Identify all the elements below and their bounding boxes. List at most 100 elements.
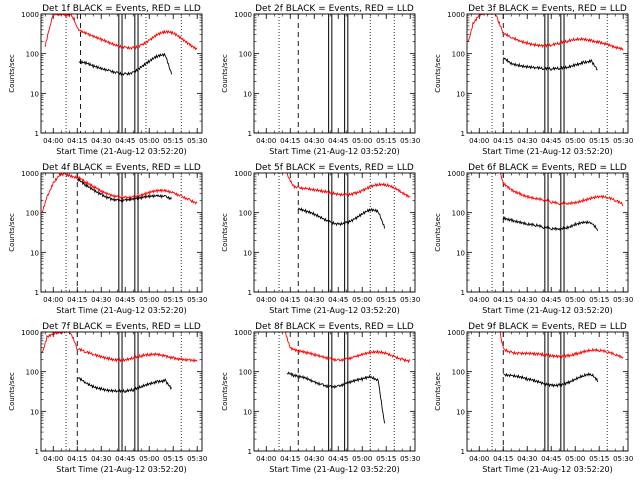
x-tick-label: 04:30 [517, 296, 537, 304]
y-tick-label: 10 [243, 90, 252, 98]
y-tick-label: 1000 [447, 170, 465, 178]
x-tick-label: 05:00 [352, 137, 372, 145]
plot-frame [253, 331, 416, 452]
x-tick-label: 05:30 [400, 296, 420, 304]
x-tick-label: 05:15 [589, 455, 609, 463]
panel-title: Det 7f BLACK = Events, RED = LLD [42, 322, 201, 332]
panel-det-2: Det 2f BLACK = Events, RED = LLD Start Ti… [221, 4, 420, 156]
x-tick-label: 04:15 [67, 296, 87, 304]
x-tick-label: 04:30 [304, 296, 324, 304]
y-tick-label: 10 [456, 249, 465, 257]
x-axis-label: Start Time (21-Aug-12 03:52:20) [269, 147, 400, 156]
x-tick-label: 05:30 [613, 296, 633, 304]
y-tick-label: 10 [30, 408, 39, 416]
y-tick-label: 1 [248, 448, 252, 456]
lld-series-line [499, 173, 624, 207]
x-tick-label: 04:30 [304, 137, 324, 145]
y-tick-label: 10 [456, 90, 465, 98]
x-tick-label: 04:15 [493, 455, 513, 463]
y-tick-label: 1 [35, 130, 39, 138]
x-tick-label: 04:30 [517, 137, 537, 145]
x-tick-label: 04:00 [469, 296, 489, 304]
x-tick-label: 05:15 [163, 137, 183, 145]
x-tick-label: 04:00 [256, 137, 276, 145]
y-tick-label: 1 [35, 289, 39, 297]
x-tick-label: 05:00 [352, 296, 372, 304]
y-tick-label: 1000 [21, 329, 39, 337]
plot-frame [253, 13, 416, 134]
events-series-line [502, 216, 599, 232]
y-tick-label: 1 [461, 289, 465, 297]
y-axis-label: Counts/sec [8, 213, 16, 252]
lld-series-line [44, 14, 198, 51]
events-series-line [77, 377, 172, 394]
y-tick-label: 100 [452, 51, 465, 59]
y-axis-label: Counts/sec [8, 372, 16, 411]
y-tick-label: 10 [243, 408, 252, 416]
lld-series-line [499, 332, 624, 359]
x-tick-label: 04:30 [517, 455, 537, 463]
y-tick-label: 1000 [234, 329, 252, 337]
events-series-line [286, 371, 386, 424]
x-tick-label: 04:45 [115, 137, 135, 145]
y-tick-label: 1000 [21, 170, 39, 178]
lld-series-line [285, 332, 411, 364]
x-axis-label: Start Time (21-Aug-12 03:52:20) [482, 306, 613, 315]
x-tick-label: 04:00 [469, 455, 489, 463]
x-tick-label: 04:15 [280, 296, 300, 304]
x-tick-label: 04:45 [328, 296, 348, 304]
y-tick-label: 100 [26, 210, 39, 218]
panel-title: Det 5f BLACK = Events, RED = LLD [255, 163, 414, 173]
y-axis-label: Counts/sec [434, 54, 442, 93]
x-tick-label: 05:00 [352, 455, 372, 463]
y-axis-label: Counts/sec [221, 54, 229, 93]
x-tick-label: 04:45 [541, 137, 561, 145]
x-tick-label: 04:15 [67, 137, 87, 145]
x-tick-label: 04:15 [493, 137, 513, 145]
x-tick-label: 04:15 [67, 455, 87, 463]
panel-det-1: Det 1f BLACK = Events, RED = LLD Start Ti… [8, 4, 207, 156]
x-tick-label: 05:30 [400, 137, 420, 145]
x-tick-label: 05:30 [187, 137, 207, 145]
x-tick-label: 04:45 [115, 296, 135, 304]
panel-det-8: Det 8f BLACK = Events, RED = LLD Start Ti… [221, 322, 420, 474]
x-tick-label: 04:30 [304, 455, 324, 463]
plot-frame [40, 13, 203, 134]
x-tick-label: 05:15 [163, 296, 183, 304]
panel-title: Det 2f BLACK = Events, RED = LLD [255, 4, 414, 14]
x-axis-label: Start Time (21-Aug-12 03:52:20) [56, 306, 187, 315]
x-tick-label: 05:15 [589, 137, 609, 145]
y-axis-label: Counts/sec [8, 54, 16, 93]
events-series-line [502, 371, 599, 388]
panel-det-9: Det 9f BLACK = Events, RED = LLD Start Ti… [434, 322, 633, 474]
x-axis-label: Start Time (21-Aug-12 03:52:20) [56, 465, 187, 474]
x-tick-label: 05:15 [589, 296, 609, 304]
x-tick-label: 04:00 [256, 455, 276, 463]
panel-title: Det 6f BLACK = Events, RED = LLD [468, 163, 627, 173]
panel-title: Det 4f BLACK = Events, RED = LLD [42, 163, 201, 173]
y-tick-label: 100 [26, 51, 39, 59]
y-tick-label: 1000 [234, 170, 252, 178]
events-series-line [502, 57, 598, 71]
x-tick-label: 05:00 [565, 455, 585, 463]
panel-det-6: Det 6f BLACK = Events, RED = LLD Start Ti… [434, 163, 633, 315]
x-tick-label: 04:45 [328, 137, 348, 145]
y-tick-label: 1000 [234, 11, 252, 19]
x-tick-label: 05:00 [139, 455, 159, 463]
x-tick-label: 05:00 [139, 296, 159, 304]
plot-frame [253, 172, 416, 293]
x-tick-label: 05:15 [163, 455, 183, 463]
x-tick-label: 04:00 [43, 296, 63, 304]
x-tick-label: 05:30 [187, 455, 207, 463]
panel-title: Det 1f BLACK = Events, RED = LLD [42, 4, 201, 14]
x-tick-label: 05:30 [187, 296, 207, 304]
x-tick-label: 04:00 [43, 137, 63, 145]
y-tick-label: 100 [452, 369, 465, 377]
y-tick-label: 1 [461, 130, 465, 138]
panel-title: Det 9f BLACK = Events, RED = LLD [468, 322, 627, 332]
events-series-line [78, 52, 173, 77]
x-axis-label: Start Time (21-Aug-12 03:52:20) [482, 465, 613, 474]
x-tick-label: 04:45 [328, 455, 348, 463]
lld-series-line [286, 173, 411, 198]
x-tick-label: 05:00 [565, 137, 585, 145]
